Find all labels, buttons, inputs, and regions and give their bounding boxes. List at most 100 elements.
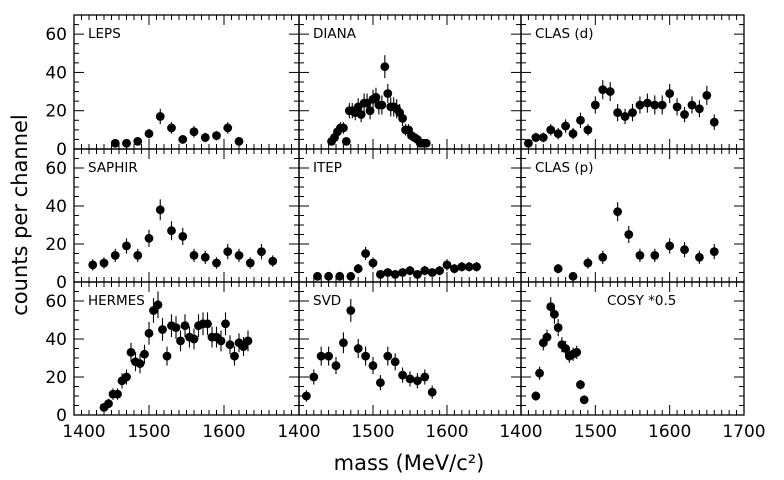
x-tick-label: 1500 bbox=[574, 422, 617, 442]
data-point bbox=[245, 258, 255, 268]
data-point bbox=[212, 131, 221, 141]
y-tick-label: 40 bbox=[45, 63, 67, 83]
data-point bbox=[346, 306, 356, 315]
data-point bbox=[672, 102, 682, 112]
data-point bbox=[695, 252, 704, 262]
data-point bbox=[99, 258, 109, 268]
y-tick-label: 0 bbox=[56, 273, 67, 293]
panel-svd: SVD bbox=[298, 281, 522, 416]
data-point bbox=[221, 319, 230, 329]
y-tick-label: 60 bbox=[45, 25, 67, 45]
data-point bbox=[234, 136, 244, 146]
data-point bbox=[371, 92, 381, 102]
data-point bbox=[268, 256, 278, 266]
data-point bbox=[576, 115, 585, 125]
data-point bbox=[339, 123, 348, 133]
data-point bbox=[133, 251, 143, 260]
data-point bbox=[613, 108, 623, 118]
data-point bbox=[122, 372, 131, 382]
panel-label: LEPS bbox=[88, 26, 121, 42]
data-point bbox=[642, 98, 652, 108]
data-point bbox=[665, 89, 675, 98]
data-point bbox=[162, 351, 172, 361]
panel-label: ITEP bbox=[313, 160, 342, 176]
data-point bbox=[680, 245, 689, 255]
data-point bbox=[243, 336, 253, 346]
data-point bbox=[695, 104, 704, 114]
data-point bbox=[122, 241, 131, 251]
data-point bbox=[383, 351, 393, 361]
data-point bbox=[620, 112, 630, 121]
data-point bbox=[538, 133, 548, 142]
data-point bbox=[390, 357, 400, 367]
x-tick-label: 1400 bbox=[277, 422, 320, 442]
data-point bbox=[598, 252, 608, 262]
x-tick-label: 1600 bbox=[425, 422, 468, 442]
data-point bbox=[126, 347, 136, 357]
data-point bbox=[605, 87, 615, 96]
data-point bbox=[546, 302, 556, 312]
data-point bbox=[144, 129, 154, 139]
data-point bbox=[553, 264, 563, 274]
data-point bbox=[550, 309, 559, 319]
data-point bbox=[167, 226, 176, 236]
data-point bbox=[427, 387, 437, 397]
panel-label: SAPHIR bbox=[88, 160, 138, 176]
data-point bbox=[598, 85, 608, 95]
panel-label: COSY *0.5 bbox=[607, 293, 676, 309]
data-point bbox=[189, 127, 199, 137]
data-point bbox=[353, 264, 363, 274]
x-tick-label: 1600 bbox=[202, 422, 245, 442]
panel-saphir: 0 20 40 60 SAPHIR bbox=[45, 148, 300, 293]
data-point bbox=[324, 351, 333, 361]
panel-label: DIANA bbox=[313, 26, 357, 42]
data-point bbox=[113, 389, 122, 399]
data-point bbox=[553, 129, 563, 139]
y-tick-label: 20 bbox=[45, 235, 67, 255]
data-point bbox=[398, 268, 407, 277]
data-point bbox=[180, 321, 190, 331]
data-point bbox=[524, 138, 533, 148]
y-tick-label: 40 bbox=[45, 197, 67, 217]
data-point bbox=[200, 133, 210, 142]
data-point bbox=[167, 123, 176, 133]
data-point bbox=[390, 270, 400, 279]
data-point bbox=[464, 262, 474, 272]
data-point bbox=[405, 374, 415, 384]
data-point bbox=[122, 138, 131, 148]
data-point bbox=[144, 233, 154, 243]
data-point bbox=[427, 268, 437, 277]
data-point bbox=[657, 100, 667, 110]
y-tick-label: 60 bbox=[45, 292, 67, 312]
data-point bbox=[628, 108, 637, 118]
data-point bbox=[331, 361, 341, 370]
data-point bbox=[361, 351, 370, 361]
data-point bbox=[561, 121, 570, 131]
data-point bbox=[140, 349, 149, 359]
panel-diana: DIANA bbox=[298, 14, 522, 150]
data-point bbox=[377, 100, 387, 110]
data-point bbox=[346, 271, 356, 281]
y-tick-label: 0 bbox=[56, 140, 67, 160]
data-point bbox=[135, 359, 145, 369]
data-point bbox=[442, 260, 452, 270]
data-point bbox=[313, 271, 322, 281]
data-point bbox=[405, 266, 415, 275]
data-point bbox=[178, 135, 188, 144]
x-tick-label: 1500 bbox=[127, 422, 170, 442]
data-point bbox=[450, 264, 459, 274]
data-point bbox=[234, 251, 244, 260]
data-point bbox=[650, 100, 660, 110]
panel-hermes: 0 20 40 60 HERMES bbox=[45, 281, 300, 426]
data-point bbox=[561, 344, 570, 353]
data-point bbox=[365, 106, 375, 116]
y-tick-label: 0 bbox=[56, 406, 67, 426]
data-point bbox=[324, 271, 333, 281]
data-point bbox=[420, 372, 430, 382]
panel-label: HERMES bbox=[88, 293, 145, 309]
data-point bbox=[158, 325, 167, 334]
y-tick-label: 20 bbox=[45, 102, 67, 122]
data-point bbox=[583, 125, 593, 135]
data-point bbox=[583, 258, 593, 268]
data-point bbox=[546, 125, 556, 135]
